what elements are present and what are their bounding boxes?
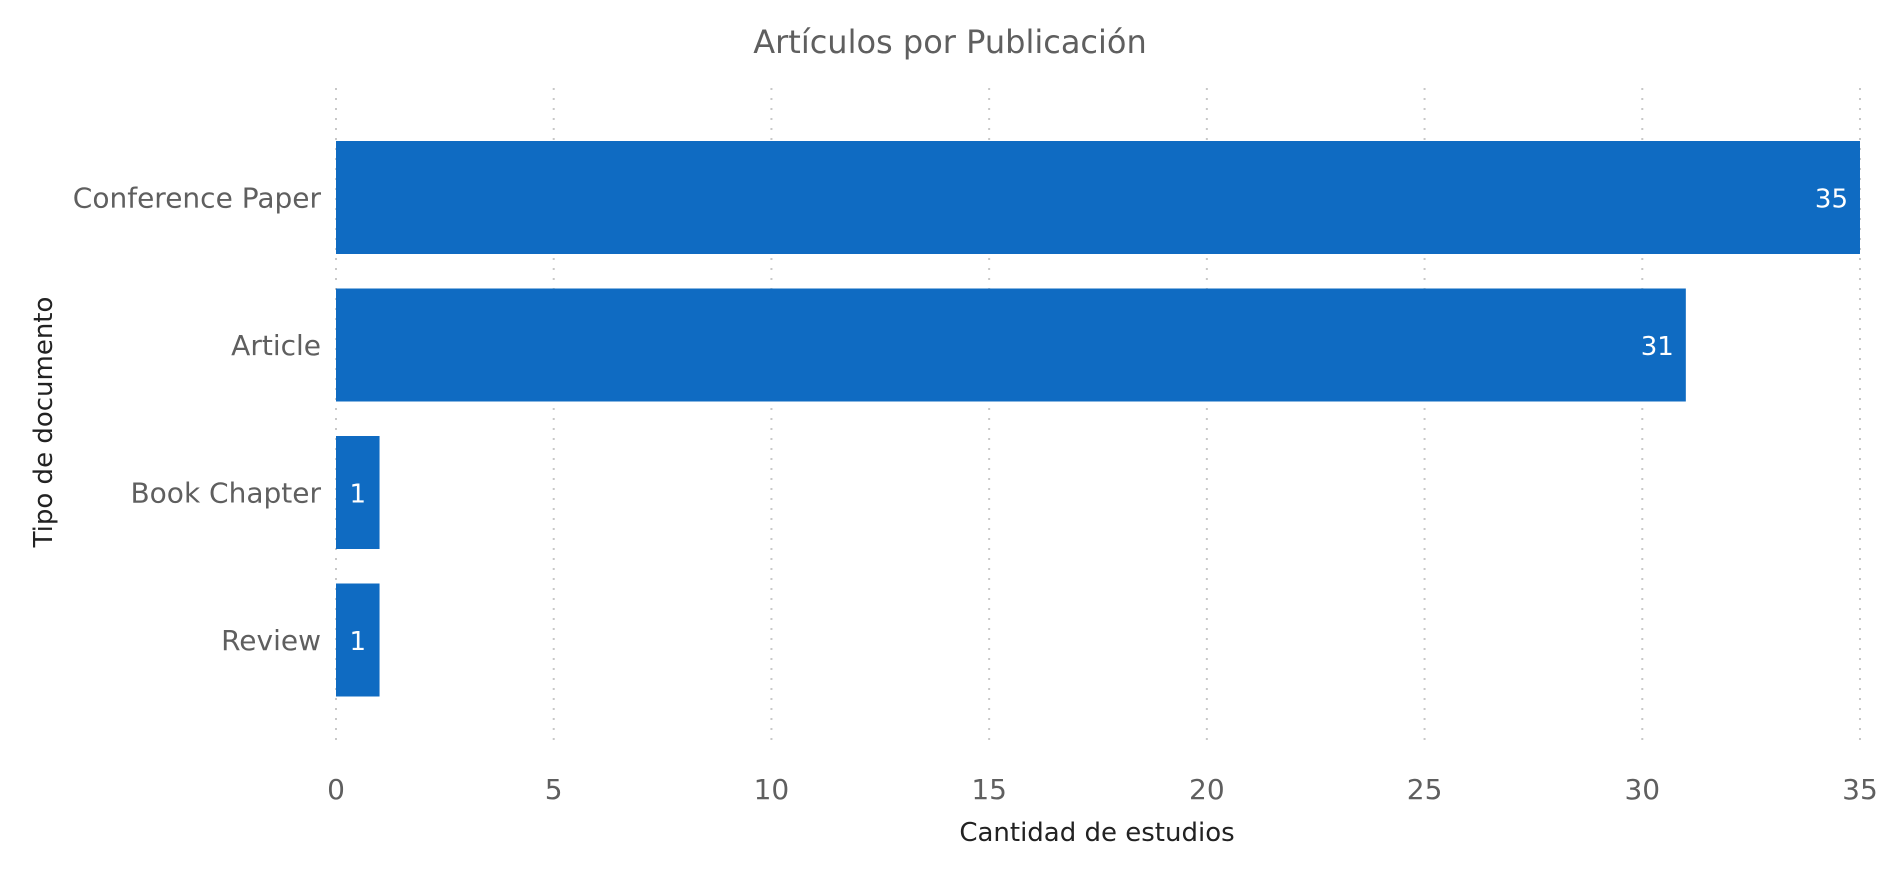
labels: 0 5 10 15 20 25 30 35 Conference Paper 35 Article 3… (73, 182, 1878, 807)
x-tick-label: 15 (971, 773, 1007, 806)
bar (336, 141, 1860, 254)
x-tick-label: 5 (545, 773, 563, 806)
x-tick-label: 30 (1624, 773, 1660, 806)
x-axis-title: Cantidad de estudios (959, 818, 1234, 848)
y-axis-title: Tipo de documento (29, 297, 59, 549)
chart-title: Artículos por Publicación (753, 23, 1147, 61)
x-tick-label: 20 (1189, 773, 1225, 806)
category-label: Review (221, 624, 321, 657)
x-tick-label: 0 (327, 773, 345, 806)
x-tick-label: 35 (1842, 773, 1878, 806)
data-label: 31 (1641, 332, 1674, 362)
category-label: Conference Paper (73, 182, 322, 215)
x-tick-label: 25 (1407, 773, 1443, 806)
bar (336, 288, 1686, 402)
data-label: 35 (1815, 185, 1848, 215)
bar (336, 436, 380, 549)
bars (336, 141, 1860, 697)
bar (336, 583, 380, 697)
data-label: 1 (349, 480, 366, 510)
category-label: Article (231, 329, 321, 362)
data-label: 1 (349, 627, 366, 657)
x-tick-label: 10 (754, 773, 790, 806)
category-label: Book Chapter (130, 477, 321, 510)
